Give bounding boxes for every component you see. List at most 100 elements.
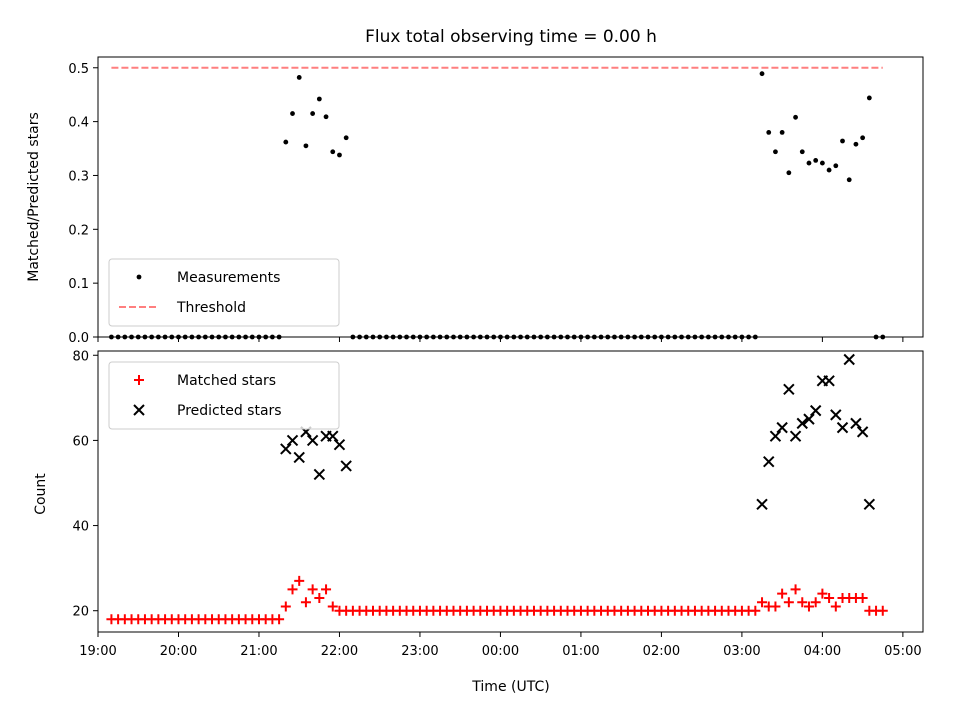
measurement-point <box>430 334 436 340</box>
predicted-stars-point <box>776 421 788 434</box>
measurement-point <box>739 334 745 340</box>
measurement-point <box>591 334 597 340</box>
legend-label: Predicted stars <box>177 403 282 419</box>
measurement-point <box>692 334 698 340</box>
measurement-point <box>424 334 430 340</box>
series-measurements <box>109 71 886 340</box>
measurement-point <box>551 334 557 340</box>
measurement-point <box>840 138 845 144</box>
measurement-point <box>451 334 456 340</box>
measurement-point <box>578 334 584 340</box>
matched-stars-point <box>830 601 841 612</box>
matched-stars-point <box>294 575 305 586</box>
measurement-point <box>296 75 302 80</box>
predicted-stars-point <box>756 498 768 510</box>
measurement-point <box>813 157 819 163</box>
measurement-point <box>632 334 637 340</box>
y-tick-label: 0.4 <box>68 116 89 131</box>
x-tick-label: 20:00 <box>160 644 197 659</box>
measurement-point <box>524 334 530 340</box>
measurement-point <box>652 334 658 340</box>
measurement-point <box>216 334 222 340</box>
matched-stars-point <box>803 601 814 612</box>
measurement-point <box>323 114 329 120</box>
x-axis-label: Time (UTC) <box>471 679 549 695</box>
measurement-point <box>169 334 175 340</box>
x-tick-label: 19:00 <box>79 644 116 659</box>
measurement-point <box>699 334 705 340</box>
measurement-point <box>256 334 262 340</box>
legend-marker-matched <box>134 375 144 385</box>
y-tick-label: 60 <box>72 434 89 449</box>
matched-stars-point <box>287 584 298 595</box>
x-tick-label: 05:00 <box>884 644 921 659</box>
measurement-point <box>618 334 624 340</box>
measurement-point <box>303 143 309 149</box>
measurement-point <box>880 334 886 340</box>
measurement-point <box>115 334 121 340</box>
measurement-point <box>779 129 785 135</box>
measurement-point <box>196 334 202 340</box>
matched-stars-point <box>327 601 338 612</box>
measurement-point <box>337 152 342 158</box>
measurement-point <box>129 334 134 340</box>
legend-marker-predicted <box>133 404 145 416</box>
predicted-stars-point <box>789 430 802 442</box>
predicted-stars-point <box>803 413 815 425</box>
matched-stars-point <box>810 597 821 608</box>
predicted-stars-point <box>830 409 842 421</box>
measurement-point <box>571 334 577 340</box>
measurement-point <box>410 334 416 340</box>
y-tick-label: 40 <box>72 520 89 535</box>
measurement-point <box>162 334 168 340</box>
measurement-point <box>746 334 752 340</box>
matched-stars-point <box>307 584 318 595</box>
measurement-point <box>866 95 872 101</box>
measurement-point <box>819 160 825 166</box>
measurement-point <box>759 71 765 77</box>
series-matched-stars <box>106 575 888 625</box>
predicted-stars-point <box>843 353 855 366</box>
measurement-point <box>806 160 812 166</box>
predicted-stars-point <box>293 451 305 464</box>
legend-label: Matched stars <box>177 373 276 389</box>
legend-label: Measurements <box>177 270 280 286</box>
measurement-point <box>202 334 208 340</box>
predicted-stars-point <box>850 417 862 430</box>
measurement-point <box>176 334 181 340</box>
matched-stars-point <box>790 584 801 595</box>
axes-frame <box>97 350 924 633</box>
measurement-point <box>558 334 564 340</box>
x-tick-label: 22:00 <box>321 644 358 659</box>
measurement-point <box>149 334 155 340</box>
matched-stars-point <box>783 597 794 608</box>
measurement-point <box>511 334 517 340</box>
measurement-point <box>873 334 879 340</box>
matched-stars-point <box>314 592 325 603</box>
y-tick-label: 20 <box>72 605 89 620</box>
measurement-point <box>330 149 336 155</box>
matched-stars-point <box>817 588 828 599</box>
measurement-point <box>457 334 463 340</box>
measurement-point <box>766 129 772 135</box>
axes-frame <box>97 56 924 338</box>
measurement-point <box>484 334 490 340</box>
measurement-point <box>343 135 349 141</box>
x-tick-label: 01:00 <box>562 644 599 659</box>
measurement-point <box>504 334 510 340</box>
y-tick-label: 0.3 <box>68 169 89 184</box>
legend: Measurements Threshold <box>108 258 340 327</box>
measurement-point <box>605 334 611 340</box>
measurement-point <box>685 334 691 340</box>
predicted-stars-point <box>809 404 822 417</box>
measurement-point <box>464 334 470 340</box>
measurement-point <box>498 334 503 340</box>
measurement-point <box>752 334 758 340</box>
matched-stars-point <box>857 592 868 603</box>
legend-marker-measurements <box>136 274 142 280</box>
bottom-y-axis-label: Count <box>33 473 49 515</box>
matched-stars-point <box>300 597 311 608</box>
matched-stars-point <box>877 605 888 616</box>
predicted-stars-point <box>340 460 352 472</box>
measurement-point <box>283 139 289 145</box>
